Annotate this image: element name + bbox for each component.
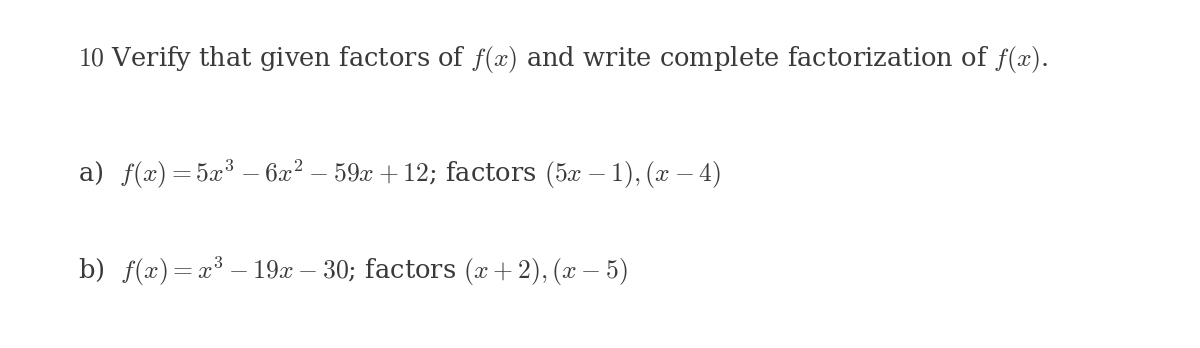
Text: b)  $f(x) = x^3 - 19x - 30$; factors $(x+2), (x-5)$: b) $f(x) = x^3 - 19x - 30$; factors $(x+… [78, 255, 628, 288]
Text: $\bf{10}$ Verify that given factors of $f(x)$ and write complete factorization o: $\bf{10}$ Verify that given factors of $… [78, 44, 1049, 75]
Text: a)  $f(x) = 5x^3 - 6x^2 - 59x + 12$; factors $(5x-1), (x-4)$: a) $f(x) = 5x^3 - 6x^2 - 59x + 12$; fact… [78, 157, 721, 191]
